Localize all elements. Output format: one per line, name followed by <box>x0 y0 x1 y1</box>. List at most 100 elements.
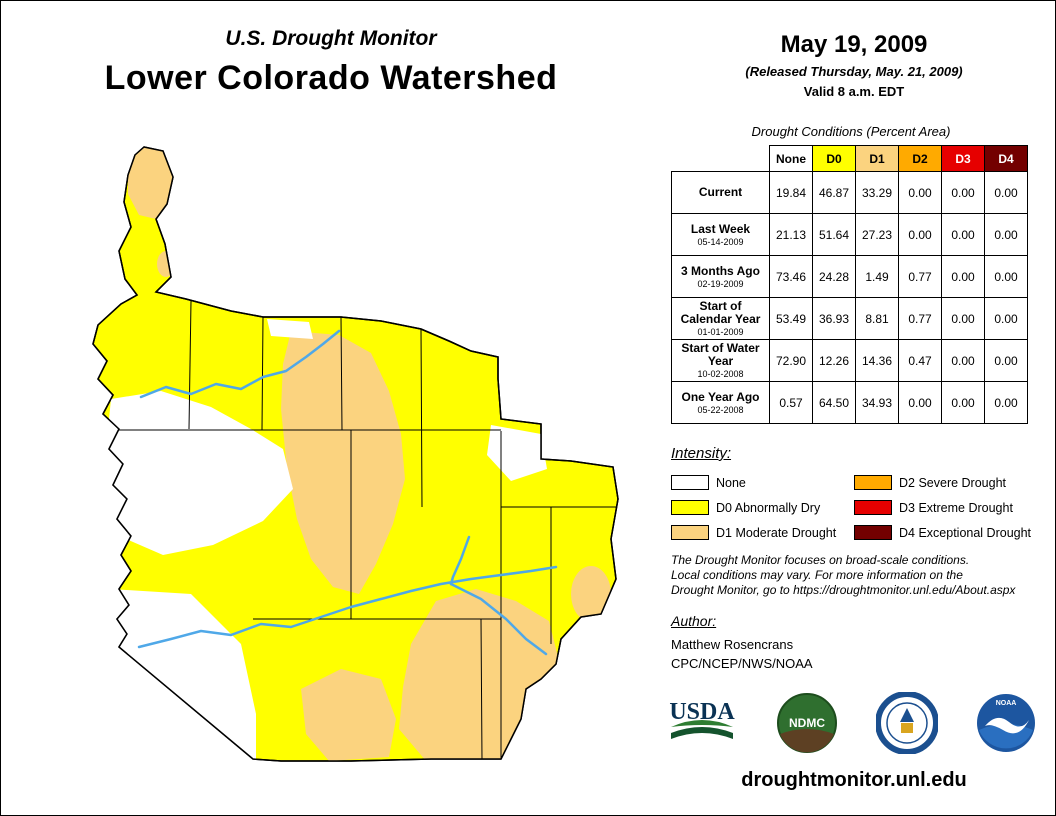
cell: 0.00 <box>941 213 985 256</box>
cell: 21.13 <box>769 213 813 256</box>
table-row-3-months-ago: 3 Months Ago 02-19-2009 73.46 24.28 1.49 … <box>671 255 1028 298</box>
row-label: Start of Water Year 10-02-2008 <box>671 339 770 382</box>
usda-logo: USDA <box>665 693 739 753</box>
commerce-eagle <box>899 708 914 722</box>
legend-item-d3: D3 Extreme Drought <box>854 495 1041 520</box>
col-d2: D2 <box>898 145 942 172</box>
d1-swatch <box>671 525 709 540</box>
report-date: May 19, 2009 <box>780 31 928 58</box>
cell: 12.26 <box>812 339 856 382</box>
cell: 0.77 <box>898 297 942 340</box>
d1-region-east <box>571 566 611 622</box>
table-row-current: Current 19.84 46.87 33.29 0.00 0.00 0.00 <box>671 171 1028 214</box>
cell: 33.29 <box>855 171 899 214</box>
usda-swoosh-lower <box>671 727 733 739</box>
disclaimer: The Drought Monitor focuses on broad-sca… <box>671 553 1051 598</box>
table-caption: Drought Conditions (Percent Area) <box>751 124 951 139</box>
region-title: Lower Colorado Watershed <box>104 59 558 97</box>
none-region-north <box>267 319 313 339</box>
table-row-start-water-year: Start of Water Year 10-02-2008 72.90 12.2… <box>671 339 1028 382</box>
legend-item-none: None <box>671 470 854 495</box>
d1-region-lobe-small <box>157 251 175 277</box>
col-d3: D3 <box>941 145 985 172</box>
map-border <box>92 146 619 762</box>
cell: 0.77 <box>898 255 942 298</box>
d1-region-south <box>301 669 396 761</box>
cell: 0.47 <box>898 339 942 382</box>
row-label: Last Week 05-14-2009 <box>671 213 770 256</box>
county-borders <box>116 300 618 761</box>
row-label: 3 Months Ago 02-19-2009 <box>671 255 770 298</box>
col-d1: D1 <box>855 145 899 172</box>
usda-swoosh-upper <box>671 720 733 727</box>
none-region-east <box>487 425 547 481</box>
cell: 72.90 <box>769 339 813 382</box>
agency-logos: USDA NDMC NOA <box>665 687 1037 759</box>
author-org: CPC/NCEP/NWS/NOAA <box>671 656 813 671</box>
drought-conditions-table: None D0 D1 D2 D3 D4 Current 19.84 46.87 … <box>671 145 1028 424</box>
cell: 51.64 <box>812 213 856 256</box>
table-row-last-week: Last Week 05-14-2009 21.13 51.64 27.23 0.… <box>671 213 1028 256</box>
noaa-logo-text: NOAA <box>996 700 1017 707</box>
disclaimer-line: The Drought Monitor focuses on broad-sca… <box>671 553 970 567</box>
cell: 0.57 <box>769 381 813 424</box>
cell: 1.49 <box>855 255 899 298</box>
d4-swatch <box>854 525 892 540</box>
cell: 27.23 <box>855 213 899 256</box>
cell: 0.00 <box>984 255 1028 298</box>
disclaimer-line: Drought Monitor, go to https://droughtmo… <box>671 583 1016 597</box>
cell: 0.00 <box>941 255 985 298</box>
cell: 46.87 <box>812 171 856 214</box>
commerce-seal-logo <box>875 692 938 754</box>
row-label: Start of Calendar Year 01-01-2009 <box>671 297 770 340</box>
valid-time: Valid 8 a.m. EDT <box>803 84 905 99</box>
none-region-west <box>106 391 293 555</box>
river-branch-south <box>449 582 548 656</box>
cell: 0.00 <box>898 171 942 214</box>
cell: 53.49 <box>769 297 813 340</box>
commerce-shield <box>900 723 913 733</box>
cell: 8.81 <box>855 297 899 340</box>
disclaimer-line: Local conditions may vary. For more info… <box>671 568 963 582</box>
d2-swatch <box>854 475 892 490</box>
ndmc-logo: NDMC <box>776 692 838 754</box>
d1-region-northwest <box>128 147 173 219</box>
footer-url: droughtmonitor.unl.edu <box>741 769 967 791</box>
legend-item-d1: D1 Moderate Drought <box>671 520 854 545</box>
table-corner-cell <box>671 145 770 172</box>
cell: 0.00 <box>898 213 942 256</box>
legend-title: Intensity: <box>671 445 732 462</box>
cell: 0.00 <box>898 381 942 424</box>
cell: 19.84 <box>769 171 813 214</box>
cell: 14.36 <box>855 339 899 382</box>
cell: 0.00 <box>984 213 1028 256</box>
river-little-colorado <box>139 329 341 399</box>
river-branch-north <box>449 535 471 586</box>
cell: 34.93 <box>855 381 899 424</box>
none-swatch <box>671 475 709 490</box>
watershed-map <box>92 146 619 762</box>
ndmc-soil <box>780 729 835 753</box>
noaa-gull <box>984 717 1029 734</box>
cell: 0.00 <box>984 381 1028 424</box>
author-heading: Author: <box>671 613 717 629</box>
col-none: None <box>769 145 813 172</box>
table-header-row: None D0 D1 D2 D3 D4 <box>671 145 1028 172</box>
row-label: Current <box>671 171 770 214</box>
rivers <box>137 329 558 656</box>
cell: 24.28 <box>812 255 856 298</box>
release-date: (Released Thursday, May. 21, 2009) <box>745 64 963 79</box>
cell: 0.00 <box>984 171 1028 214</box>
d1-region-central <box>281 331 405 594</box>
cell: 0.00 <box>941 339 985 382</box>
cell: 0.00 <box>984 297 1028 340</box>
ndmc-logo-text: NDMC <box>789 716 825 730</box>
legend-item-d0: D0 Abnormally Dry <box>671 495 854 520</box>
col-d0: D0 <box>812 145 856 172</box>
d3-swatch <box>854 500 892 515</box>
d0-swatch <box>671 500 709 515</box>
cell: 0.00 <box>941 297 985 340</box>
table-row-one-year-ago: One Year Ago 05-22-2008 0.57 64.50 34.93 … <box>671 381 1028 424</box>
cell: 0.00 <box>984 339 1028 382</box>
